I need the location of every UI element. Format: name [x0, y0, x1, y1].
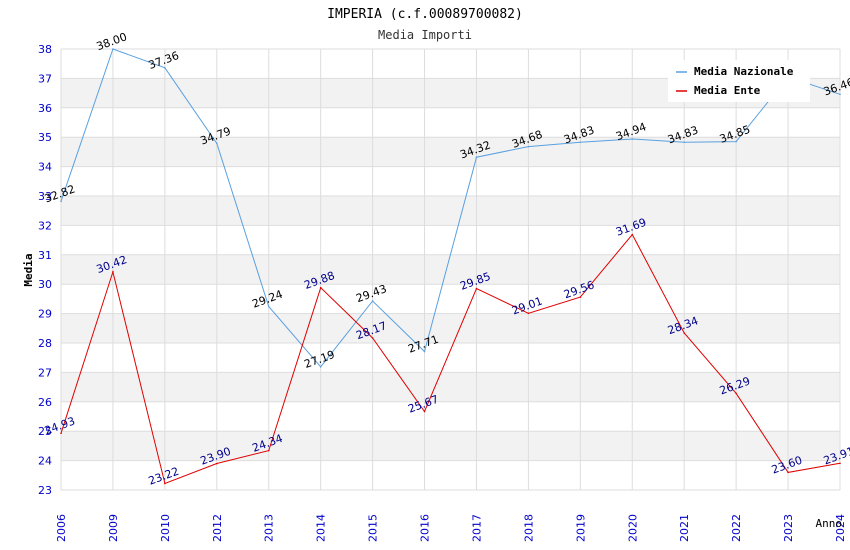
y-axis-label: Media — [22, 253, 35, 286]
data-point-media-nazionale — [527, 145, 530, 148]
x-tick-label: 2013 — [263, 514, 276, 542]
plot-band — [61, 196, 840, 226]
x-tick-label: 2020 — [626, 514, 639, 542]
x-tick-label: 2012 — [211, 514, 224, 542]
plot-background — [61, 49, 840, 490]
data-point-media-nazionale — [60, 200, 62, 203]
series-group — [60, 48, 841, 485]
legend-label-media-nazionale: Media Nazionale — [694, 65, 794, 78]
plot-band — [61, 284, 840, 314]
plot-band — [61, 166, 840, 196]
data-point-media-nazionale — [319, 366, 322, 368]
data-point-media-nazionale — [839, 93, 841, 96]
data-point-media-ente — [112, 271, 114, 273]
x-tick-label: 2009 — [107, 514, 120, 542]
plot-band — [61, 107, 840, 138]
x-tick-label: 2024 — [834, 514, 847, 542]
plot-band — [61, 254, 840, 285]
data-point-media-nazionale — [216, 142, 218, 145]
data-point-media-nazionale — [423, 350, 426, 353]
y-tick-label: 31 — [38, 249, 52, 262]
x-axis-ticks: 2006 2009 2010 2012 2013 2014 2015 2016 2017 2018… — [55, 514, 847, 542]
data-point-media-ente — [267, 449, 270, 452]
y-tick-label: 36 — [38, 102, 52, 115]
data-point-media-nazionale — [267, 305, 270, 308]
data-point-media-nazionale — [735, 140, 737, 143]
data-point-media-nazionale — [683, 141, 685, 143]
data-point-media-ente — [631, 233, 634, 236]
y-tick-label: 34 — [38, 161, 52, 174]
data-point-media-nazionale — [631, 138, 634, 140]
x-tick-label: 2019 — [574, 514, 587, 542]
x-tick-label: 2016 — [419, 514, 432, 542]
data-point-media-ente — [164, 482, 166, 485]
x-tick-label: 2014 — [315, 514, 328, 542]
series-line-media-ente — [60, 233, 841, 485]
data-point-media-nazionale — [475, 156, 478, 158]
legend-label-media-ente: Media Ente — [694, 84, 761, 97]
plot-band — [61, 343, 840, 373]
x-tick-label: 2017 — [470, 514, 483, 542]
y-tick-label: 25 — [38, 425, 52, 438]
x-tick-label: 2010 — [159, 514, 172, 542]
y-tick-label: 30 — [38, 278, 52, 291]
legend-box — [668, 60, 810, 102]
y-tick-label: 37 — [38, 72, 52, 85]
x-tick-label: 2018 — [522, 514, 535, 542]
plot-band — [61, 313, 840, 343]
plot-band — [61, 401, 840, 432]
data-point-media-nazionale — [112, 48, 114, 50]
y-tick-label: 28 — [38, 337, 52, 350]
y-tick-label: 27 — [38, 366, 52, 379]
plot-band — [61, 460, 840, 490]
data-point-media-ente — [216, 462, 218, 465]
grid-lines — [60, 48, 841, 491]
x-tick-label: 2021 — [678, 514, 691, 542]
plot-band — [61, 372, 840, 402]
data-point-media-ente — [735, 392, 737, 395]
plot-band — [61, 225, 840, 255]
series-line-media-nazionale — [60, 48, 841, 368]
y-axis-ticks: 23 24 25 26 27 28 29 30 31 32 33 34 35 36 37 38 — [38, 43, 52, 497]
y-tick-label: 24 — [38, 455, 52, 468]
data-point-media-ente — [527, 312, 530, 315]
data-point-media-ente — [60, 432, 62, 435]
y-tick-label: 29 — [38, 308, 52, 321]
data-point-media-ente — [371, 337, 374, 339]
data-point-media-ente — [319, 286, 322, 289]
x-tick-label: 2023 — [782, 514, 795, 542]
plot-band — [61, 431, 840, 461]
data-point-media-ente — [423, 410, 426, 413]
y-tick-label: 26 — [38, 396, 52, 409]
y-tick-label: 35 — [38, 131, 52, 144]
x-tick-label: 2015 — [367, 514, 380, 542]
y-tick-label: 32 — [38, 219, 52, 232]
legend: Media Nazionale Media Ente — [668, 60, 810, 102]
data-point-media-ente — [787, 471, 789, 474]
data-point-media-nazionale — [579, 141, 582, 143]
data-point-media-ente — [579, 296, 582, 298]
y-tick-label: 33 — [38, 190, 52, 203]
data-point-media-ente — [683, 332, 685, 334]
x-tick-label: 2022 — [730, 514, 743, 542]
data-point-media-ente — [475, 287, 478, 290]
x-axis-label: Anno — [816, 517, 843, 530]
y-tick-label: 38 — [38, 43, 52, 56]
data-point-media-nazionale — [164, 67, 166, 69]
data-point-media-ente — [839, 462, 841, 465]
x-tick-label: 2006 — [55, 514, 68, 542]
chart-title: IMPERIA (c.f.00089700082) — [327, 7, 523, 22]
data-point-media-nazionale — [371, 300, 374, 302]
y-tick-label: 23 — [38, 484, 52, 497]
chart-subtitle: Media Importi — [378, 28, 472, 42]
